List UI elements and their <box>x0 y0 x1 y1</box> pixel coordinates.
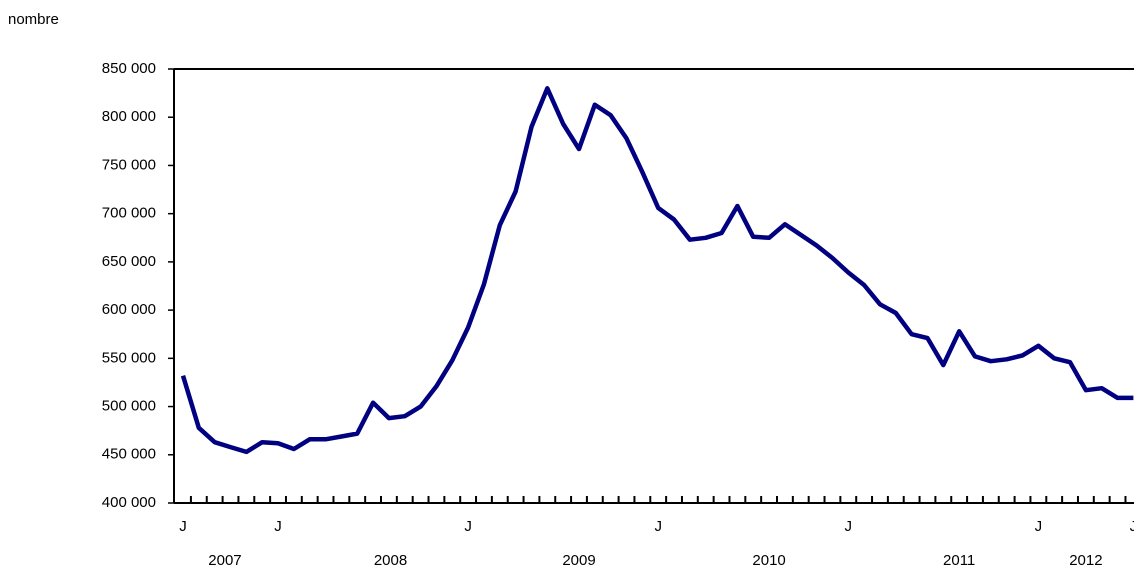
y-tick-label: 700 000 <box>102 205 156 222</box>
y-tick-label: 800 000 <box>102 108 156 125</box>
x-tick-label: J <box>464 518 472 535</box>
x-tick-label: J <box>274 518 282 535</box>
x-tick-label: J <box>1130 518 1134 535</box>
year-label: 2007 <box>208 552 241 569</box>
y-tick-label: 650 000 <box>102 253 156 270</box>
data-line <box>180 86 1134 455</box>
y-tick-label: 550 000 <box>102 349 156 366</box>
year-label: 2012 <box>1069 552 1102 569</box>
y-tick-label: 600 000 <box>102 301 156 318</box>
y-tick-label: 850 000 <box>102 60 156 77</box>
x-tick-label: J <box>654 518 662 535</box>
year-label: 2008 <box>374 552 407 569</box>
year-label: 2009 <box>562 552 595 569</box>
x-tick-label: J <box>845 518 853 535</box>
year-label: 2010 <box>752 552 785 569</box>
y-tick-label: 450 000 <box>102 446 156 463</box>
y-tick-label: 750 000 <box>102 156 156 173</box>
y-tick-label: 400 000 <box>102 494 156 511</box>
x-tick-label: J <box>1035 518 1043 535</box>
year-label: 2011 <box>943 552 975 569</box>
x-tick-label: J <box>179 518 187 535</box>
y-axis-label: nombre <box>8 11 59 28</box>
y-tick-label: 500 000 <box>102 398 156 415</box>
